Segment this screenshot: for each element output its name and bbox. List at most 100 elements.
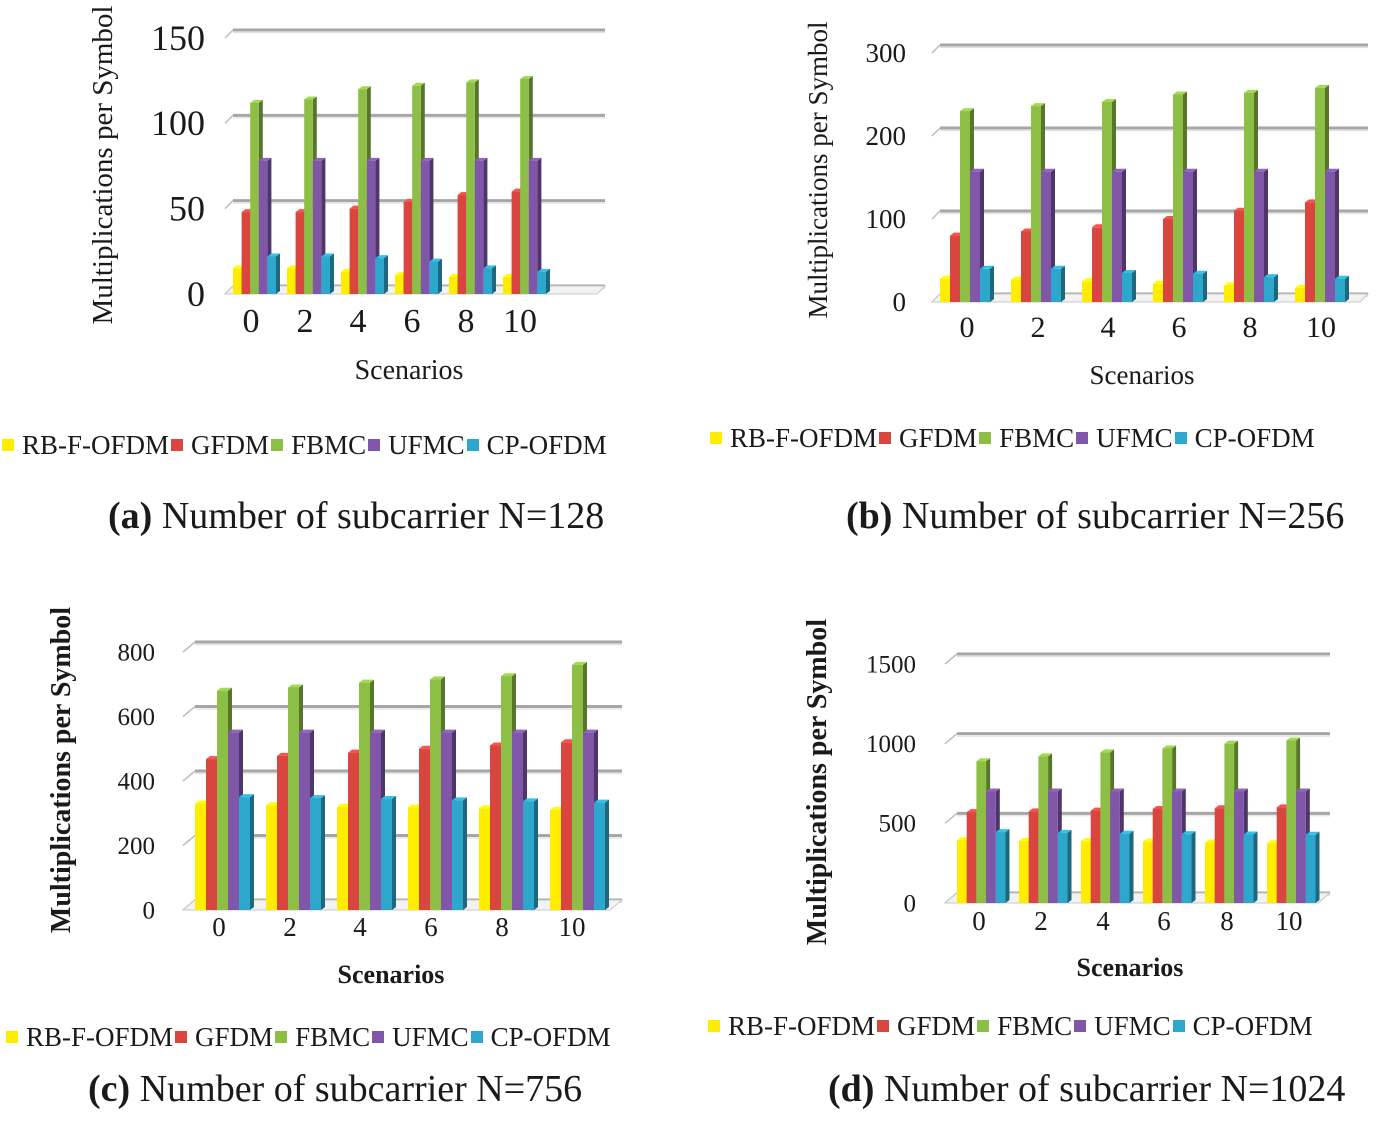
legend-item-ufmc: UFMC bbox=[1074, 1011, 1173, 1042]
legend-item-fbmc: FBMC bbox=[275, 1022, 372, 1053]
bar-front bbox=[452, 800, 463, 910]
y-tick-label: 50 bbox=[169, 189, 205, 229]
bar-front bbox=[258, 160, 268, 294]
bar-cp-ofdm-0 bbox=[995, 829, 1010, 903]
bar-cp-ofdm-2 bbox=[1051, 265, 1065, 302]
bar-cp-ofdm-10 bbox=[537, 268, 550, 294]
bar-top bbox=[976, 758, 991, 762]
y-tick-label: 300 bbox=[866, 38, 907, 68]
bar-top bbox=[523, 798, 538, 802]
bar-side bbox=[1191, 831, 1196, 903]
bar-front bbox=[474, 160, 484, 294]
bar-side bbox=[1335, 168, 1339, 302]
caption-c-text: Number of subcarrier N=756 bbox=[139, 1068, 583, 1110]
bar-side bbox=[438, 258, 442, 294]
legend-label: UFMC bbox=[1094, 1010, 1171, 1041]
bar-front bbox=[1122, 272, 1132, 302]
bar-front bbox=[483, 268, 492, 294]
y-tick-label: 1500 bbox=[866, 651, 916, 678]
bar-top bbox=[1112, 168, 1126, 172]
y-tick-label: 1000 bbox=[866, 731, 916, 758]
bar-top bbox=[1244, 89, 1258, 93]
bar-cp-ofdm-6 bbox=[452, 797, 467, 910]
bar-ufmc-6 bbox=[1183, 168, 1197, 302]
bar-front bbox=[995, 832, 1006, 903]
bar-front bbox=[1021, 231, 1031, 302]
bar-front bbox=[572, 664, 583, 910]
bar-cp-ofdm-10 bbox=[594, 799, 609, 910]
caption-b-text: Number of subcarrier N=256 bbox=[901, 495, 1345, 537]
legend-swatch bbox=[710, 432, 722, 444]
legend-item-fbmc: FBMC bbox=[979, 423, 1076, 454]
bar-top bbox=[370, 729, 385, 733]
chart-panel-a: 0 50 100 150 0 2 4 6 8 10 Scenarios Multiplications… bbox=[0, 0, 700, 570]
bar-side bbox=[546, 268, 550, 294]
bar-front bbox=[267, 256, 276, 294]
gridlines-b bbox=[931, 43, 1368, 303]
bar-top bbox=[412, 82, 425, 86]
bar-front bbox=[348, 752, 359, 910]
bar-front bbox=[1234, 210, 1244, 302]
bar-front bbox=[1214, 808, 1225, 903]
x-tick-label: 8 bbox=[1243, 311, 1258, 344]
bar-front bbox=[1224, 743, 1235, 903]
bar-front bbox=[1335, 278, 1345, 302]
bar-top bbox=[528, 157, 542, 161]
legend-item-rb-f-ofdm: RB-F-OFDM bbox=[708, 1011, 877, 1042]
bar-top bbox=[375, 255, 388, 259]
bar-top bbox=[1122, 269, 1136, 273]
legend-swatch bbox=[1074, 1020, 1087, 1032]
legend-swatch bbox=[979, 432, 992, 444]
bar-side bbox=[534, 798, 538, 910]
bars-c bbox=[195, 661, 609, 910]
bar-front bbox=[1082, 281, 1092, 302]
gridline-slant bbox=[944, 653, 958, 665]
caption-d-letter: (d) bbox=[828, 1068, 875, 1110]
bar-cp-ofdm-6 bbox=[429, 258, 442, 294]
bar-front bbox=[381, 799, 392, 910]
caption-a-letter: (a) bbox=[108, 495, 153, 537]
bar-front bbox=[1048, 791, 1058, 903]
bar-ufmc-10 bbox=[1325, 168, 1339, 302]
legend-item-gfdm: GFDM bbox=[171, 430, 271, 461]
x-tick-label: 0 bbox=[212, 912, 226, 942]
bar-top bbox=[1057, 829, 1072, 833]
gridline-slant bbox=[944, 733, 958, 745]
legend-label: RB-F-OFDM bbox=[730, 422, 878, 453]
bar-front bbox=[1090, 810, 1101, 903]
bar-front bbox=[420, 160, 430, 294]
y-tick-label: 0 bbox=[904, 890, 917, 917]
gridline-slant bbox=[224, 114, 234, 124]
caption-a-text: Number of subcarrier N=128 bbox=[161, 495, 605, 537]
bar-front bbox=[1019, 840, 1029, 903]
bar-top bbox=[1335, 275, 1349, 279]
bar-top bbox=[1100, 749, 1115, 753]
bar-front bbox=[512, 732, 523, 910]
bar-front bbox=[359, 682, 370, 910]
bar-side bbox=[276, 253, 280, 294]
gridline-slant bbox=[224, 200, 234, 210]
caption-d: (d) Number of subcarrier N=1024 bbox=[828, 1067, 1345, 1111]
legend-swatch bbox=[372, 1031, 385, 1043]
gridline-slant bbox=[931, 210, 941, 220]
legend-swatch bbox=[977, 1020, 990, 1032]
legend-item-cp-ofdm: CP-OFDM bbox=[466, 430, 609, 461]
legend-label: UFMC bbox=[1096, 422, 1173, 453]
legend-d: RB-F-OFDM GFDM FBMC UFMC CP-OFDM bbox=[708, 1011, 1315, 1041]
bar-front bbox=[1267, 843, 1277, 903]
gridline-slant bbox=[182, 770, 196, 782]
bar-front bbox=[1102, 101, 1112, 302]
bar-front bbox=[341, 271, 350, 294]
bar-top bbox=[267, 253, 280, 257]
y-tick-label: 600 bbox=[118, 704, 156, 731]
bar-side bbox=[463, 797, 467, 910]
x-axis-label: Scenarios bbox=[1077, 953, 1184, 982]
bar-top bbox=[1038, 753, 1053, 757]
bar-front bbox=[537, 271, 546, 294]
bar-top bbox=[1110, 788, 1124, 792]
bar-cp-ofdm-4 bbox=[1119, 830, 1134, 903]
bar-top bbox=[430, 676, 445, 680]
bar-top bbox=[1041, 168, 1055, 172]
bar-front bbox=[1057, 832, 1068, 903]
